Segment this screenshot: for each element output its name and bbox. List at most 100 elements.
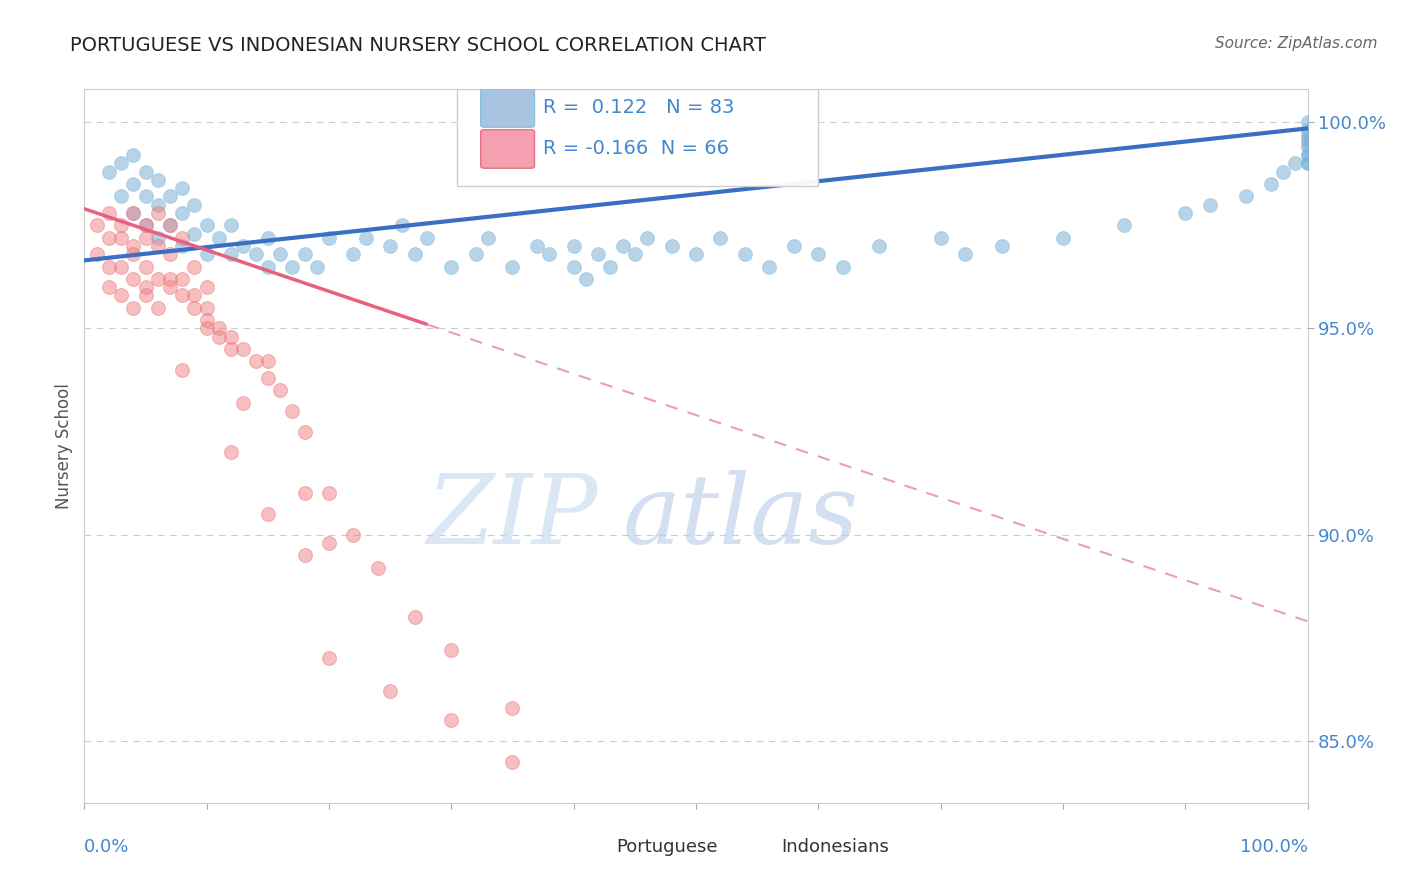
Point: [195, 301, 218, 315]
Point: [318, 486, 340, 500]
Point: [183, 260, 205, 274]
Point: [172, 239, 194, 253]
Point: [294, 549, 316, 563]
Point: [391, 219, 413, 233]
Text: 0.0%: 0.0%: [84, 838, 129, 856]
Point: [869, 239, 891, 253]
Point: [172, 230, 194, 244]
Point: [135, 219, 157, 233]
Point: [97, 230, 120, 244]
Point: [122, 301, 145, 315]
Point: [172, 288, 194, 302]
Point: [404, 247, 426, 261]
FancyBboxPatch shape: [565, 825, 610, 844]
Point: [172, 181, 194, 195]
Point: [110, 288, 132, 302]
Point: [1284, 156, 1306, 170]
Point: [135, 230, 157, 244]
Point: [195, 280, 218, 294]
Point: [294, 247, 316, 261]
Point: [135, 280, 157, 294]
Point: [110, 219, 132, 233]
Point: [97, 164, 120, 178]
Point: [146, 239, 169, 253]
Point: [135, 288, 157, 302]
Point: [257, 354, 280, 368]
Point: [1296, 136, 1319, 150]
Point: [380, 684, 402, 698]
Point: [159, 219, 181, 233]
Point: [758, 260, 780, 274]
Point: [146, 301, 169, 315]
Point: [1296, 156, 1319, 170]
Point: [354, 230, 377, 244]
Point: [122, 177, 145, 191]
Point: [1260, 177, 1282, 191]
Point: [257, 230, 280, 244]
Point: [783, 239, 806, 253]
Point: [135, 164, 157, 178]
FancyBboxPatch shape: [481, 88, 534, 128]
Point: [1272, 164, 1295, 178]
Point: [208, 230, 231, 244]
Point: [1296, 128, 1319, 142]
Point: [172, 272, 194, 286]
Point: [636, 230, 658, 244]
Point: [110, 260, 132, 274]
Point: [122, 247, 145, 261]
Point: [685, 247, 707, 261]
Point: [219, 342, 242, 356]
Point: [318, 536, 340, 550]
Point: [257, 260, 280, 274]
Point: [464, 247, 486, 261]
Text: Portuguese: Portuguese: [616, 838, 718, 856]
Point: [269, 384, 291, 398]
Point: [709, 230, 731, 244]
Point: [110, 156, 132, 170]
Point: [159, 272, 181, 286]
Point: [562, 260, 585, 274]
Point: [1052, 230, 1074, 244]
Point: [416, 230, 439, 244]
Point: [502, 701, 524, 715]
Point: [1236, 189, 1258, 203]
Point: [135, 260, 157, 274]
FancyBboxPatch shape: [481, 129, 534, 169]
Point: [135, 219, 157, 233]
Point: [1296, 148, 1319, 162]
Point: [661, 239, 683, 253]
Point: [122, 148, 145, 162]
Point: [562, 239, 585, 253]
Point: [232, 395, 254, 409]
Point: [97, 260, 120, 274]
Point: [122, 239, 145, 253]
Point: [195, 313, 218, 327]
FancyBboxPatch shape: [457, 89, 818, 186]
Point: [232, 342, 254, 356]
Point: [807, 247, 830, 261]
Point: [404, 610, 426, 624]
Point: [367, 560, 389, 574]
Point: [929, 230, 952, 244]
Point: [159, 280, 181, 294]
Text: Indonesians: Indonesians: [782, 838, 890, 856]
Point: [294, 486, 316, 500]
Point: [599, 260, 621, 274]
Point: [953, 247, 976, 261]
Text: 100.0%: 100.0%: [1240, 838, 1308, 856]
Point: [245, 354, 267, 368]
Point: [538, 247, 561, 261]
Point: [110, 189, 132, 203]
Point: [1296, 123, 1319, 137]
Text: atlas: atlas: [623, 470, 859, 565]
Point: [86, 219, 108, 233]
Text: PORTUGUESE VS INDONESIAN NURSERY SCHOOL CORRELATION CHART: PORTUGUESE VS INDONESIAN NURSERY SCHOOL …: [70, 36, 766, 54]
Point: [97, 206, 120, 220]
Point: [172, 362, 194, 376]
Point: [624, 247, 647, 261]
Point: [342, 247, 364, 261]
Point: [159, 189, 181, 203]
Point: [1114, 219, 1136, 233]
Point: [195, 321, 218, 335]
Point: [502, 755, 524, 769]
